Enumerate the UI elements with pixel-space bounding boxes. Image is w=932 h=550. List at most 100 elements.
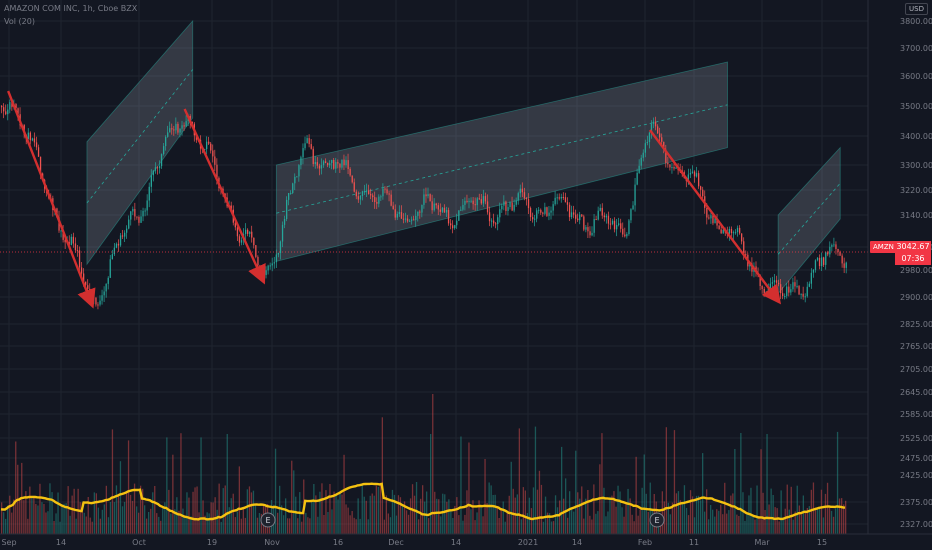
candle-body: [39, 156, 42, 174]
volume-bar: [123, 501, 126, 534]
volume-bar: [254, 504, 257, 534]
volume-bar: [738, 516, 740, 534]
volume-bar: [629, 498, 631, 534]
volume-bar: [152, 492, 154, 534]
candle-body: [790, 289, 792, 293]
volume-bar: [383, 519, 385, 534]
volume-bar: [244, 517, 246, 534]
volume-bar: [603, 487, 605, 534]
volume-bar: [409, 498, 412, 534]
candle-body: [560, 197, 562, 199]
volume-bar: [281, 505, 283, 534]
candle-body: [474, 204, 476, 206]
volume-bar: [5, 518, 7, 534]
volume-bar: [279, 485, 281, 534]
candle-body: [5, 111, 7, 115]
volume-bar: [689, 490, 692, 534]
candle-body: [458, 210, 460, 221]
volume-bar: [726, 513, 728, 534]
volume-bar: [186, 492, 188, 534]
volume-bar: [633, 521, 635, 534]
volume-indicator-label[interactable]: Vol (20): [4, 17, 35, 26]
candle-body: [634, 184, 636, 206]
volume-bar: [687, 515, 690, 534]
volume-bar: [274, 448, 277, 534]
candle-body: [167, 132, 169, 137]
volume-bar: [663, 501, 665, 534]
volume-bar: [115, 485, 118, 534]
candle-body: [613, 220, 616, 230]
candle-body: [523, 192, 526, 198]
candle-body: [423, 194, 425, 205]
volume-bar: [202, 500, 204, 534]
candle-body: [532, 217, 534, 220]
volume-bar: [27, 518, 29, 534]
volume-bar: [335, 493, 337, 534]
candle-body: [652, 121, 655, 124]
candle-body: [607, 215, 610, 224]
candle-body: [437, 205, 439, 210]
candle-body: [636, 172, 638, 185]
candle-body: [460, 209, 462, 211]
candle-body: [347, 160, 349, 169]
volume-bar: [845, 500, 847, 534]
candle-body: [503, 201, 505, 206]
candle-body: [509, 202, 511, 207]
volume-bar: [740, 433, 742, 534]
candle-body: [771, 282, 774, 284]
candle-body: [821, 257, 823, 267]
volume-bar: [784, 508, 786, 534]
volume-bar: [571, 508, 573, 534]
candle-body: [7, 109, 9, 115]
candle-body: [339, 163, 341, 168]
candle-body: [115, 243, 118, 248]
candle-body: [349, 168, 351, 176]
candle-body: [515, 200, 517, 205]
candle-body: [9, 102, 11, 110]
candle-body: [732, 232, 735, 234]
volume-bar: [661, 491, 663, 534]
volume-bar: [504, 521, 506, 534]
volume-bar: [216, 509, 218, 534]
candle-body: [538, 209, 540, 211]
candle-body: [70, 236, 72, 245]
candle-body: [117, 243, 120, 246]
candle-body: [575, 214, 577, 219]
candle-body: [810, 272, 812, 284]
volume-bar: [1, 502, 3, 534]
trend-arrow: [648, 129, 782, 305]
volume-bar: [683, 485, 686, 534]
volume-bar: [615, 506, 617, 534]
candle-body: [300, 157, 302, 166]
candle-body: [255, 245, 257, 257]
candle-body: [802, 293, 804, 297]
candle-body: [388, 193, 390, 195]
volume-bar: [196, 486, 198, 534]
volume-bar: [617, 485, 619, 534]
candle-body: [480, 199, 482, 204]
candle-body: [470, 200, 472, 202]
volume-bar: [37, 505, 39, 534]
candle-body: [601, 207, 603, 216]
candle-body: [64, 239, 66, 243]
candle-body: [689, 172, 692, 175]
volume-bar: [673, 430, 676, 534]
candle-body: [359, 196, 362, 200]
currency-button[interactable]: USD: [905, 3, 928, 15]
volume-bar: [607, 511, 609, 534]
volume-bar: [311, 499, 313, 534]
candle-body: [624, 234, 626, 237]
grid-lines: [0, 0, 868, 534]
candle-body: [175, 123, 177, 131]
volume-bar: [19, 500, 21, 534]
candle-body: [11, 102, 13, 108]
volume-bar: [700, 500, 702, 534]
volume-bar: [440, 516, 442, 534]
volume-bar: [573, 511, 575, 534]
candle-body: [558, 197, 560, 199]
candle-body: [728, 229, 730, 234]
volume-bar: [424, 501, 426, 534]
candle-body: [177, 123, 179, 133]
candle-body: [294, 176, 296, 184]
